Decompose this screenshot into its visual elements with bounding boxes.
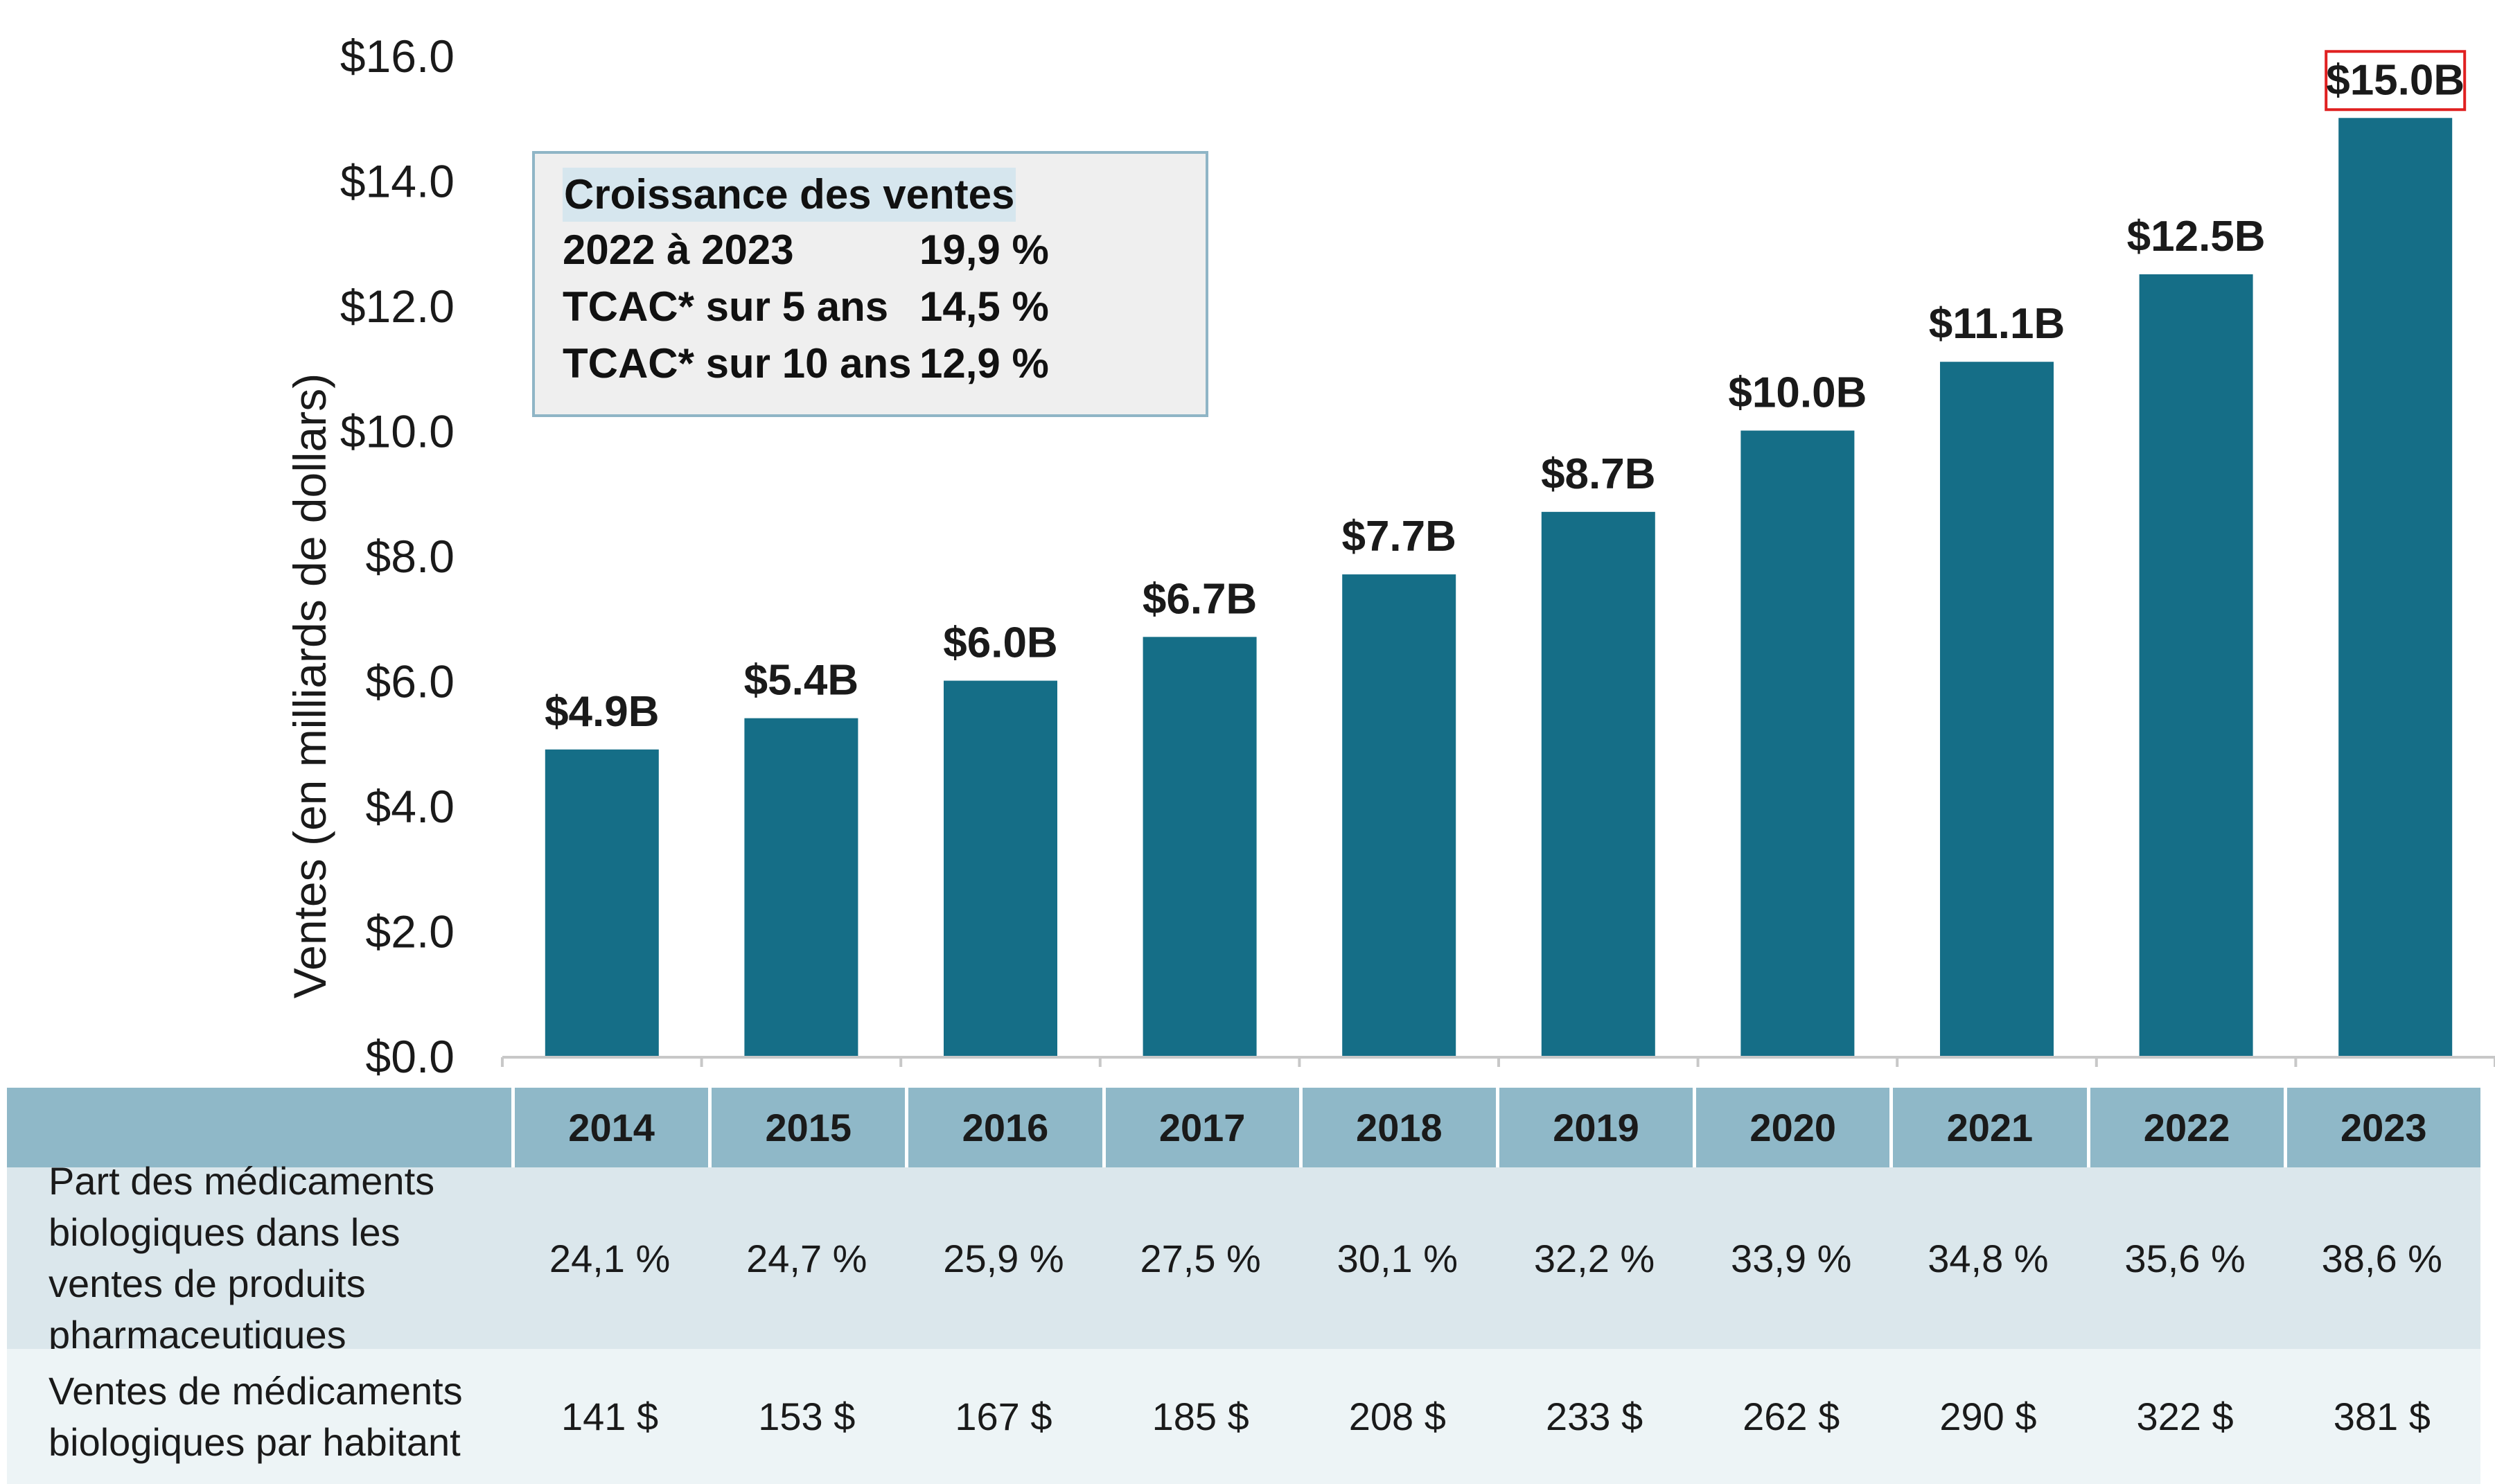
table-header-year: 2021 xyxy=(1889,1088,2087,1167)
y-tick-label: $2.0 xyxy=(366,906,455,957)
y-tick-label: $14.0 xyxy=(340,156,455,207)
bar-2019 xyxy=(1541,511,1655,1056)
data-label-2023: $15.0B xyxy=(2326,56,2465,104)
table-cell: 38,6 % xyxy=(2283,1167,2480,1349)
growth-row-value: 19,9 % xyxy=(919,227,1049,273)
table-cell: 233 $ xyxy=(1495,1349,1693,1484)
table-cell: 141 $ xyxy=(511,1349,709,1484)
data-label-2016: $6.0B xyxy=(943,619,1057,667)
table-cell: 24,1 % xyxy=(511,1167,709,1349)
bar-2022 xyxy=(2139,274,2253,1056)
table-cell: 33,9 % xyxy=(1693,1167,1890,1349)
growth-row: TCAC* sur 5 ans 14,5 % xyxy=(563,279,1206,335)
data-label-2020: $10.0B xyxy=(1728,369,1867,417)
bar-2020 xyxy=(1740,430,1855,1056)
bar-2021 xyxy=(1940,362,2054,1056)
table-cell: 185 $ xyxy=(1102,1349,1299,1484)
bar-2018 xyxy=(1342,574,1456,1056)
y-tick-label: $4.0 xyxy=(366,781,455,832)
data-label-2015: $5.4B xyxy=(744,657,858,705)
growth-row-value: 14,5 % xyxy=(919,283,1049,330)
table-cell: 27,5 % xyxy=(1102,1167,1299,1349)
growth-row: 2022 à 2023 19,9 % xyxy=(563,222,1206,279)
growth-row-value: 12,9 % xyxy=(919,340,1049,387)
data-label-2019: $8.7B xyxy=(1541,450,1655,498)
table-cell: 167 $ xyxy=(905,1349,1102,1484)
bar-2016 xyxy=(944,680,1057,1056)
table-header-year: 2015 xyxy=(708,1088,906,1167)
growth-row-label: TCAC* sur 10 ans xyxy=(563,340,912,387)
growth-title: Croissance des ventes xyxy=(563,168,1016,222)
y-tick-label: $8.0 xyxy=(366,531,455,582)
bars xyxy=(545,118,2453,1056)
table-cell: 24,7 % xyxy=(708,1167,906,1349)
table-header-year: 2019 xyxy=(1495,1088,1693,1167)
y-axis-label: Ventes (en milliards de dollars) xyxy=(284,373,335,998)
highlight-box xyxy=(2325,50,2467,112)
data-table: 2014 2015 2016 2017 2018 2019 2020 2021 … xyxy=(7,1088,2480,1484)
table-header-year: 2014 xyxy=(511,1088,709,1167)
data-label-2021: $11.1B xyxy=(1929,300,2065,348)
table-header-year: 2017 xyxy=(1102,1088,1299,1167)
bar-chart: $0.0 $2.0 $4.0 $6.0 $8.0 $10.0 $12.0 $14.0 $16.0… xyxy=(284,30,2495,1082)
data-labels: $4.9B $5.4B $6.0B $6.7B $7.7B $8.7B $10.0B $11.… xyxy=(545,50,2467,736)
table-cell: 262 $ xyxy=(1693,1349,1890,1484)
growth-box: Croissance des ventes 2022 à 2023 19,9 %… xyxy=(532,151,1208,417)
bar-2015 xyxy=(744,718,858,1056)
table-header-year: 2018 xyxy=(1298,1088,1496,1167)
bar-2014 xyxy=(545,749,659,1056)
y-tick-label: $6.0 xyxy=(366,656,455,707)
y-tick-label: $10.0 xyxy=(340,406,455,457)
table-cell: 32,2 % xyxy=(1495,1167,1693,1349)
y-tick-label: $12.0 xyxy=(340,281,455,332)
table-cell: 25,9 % xyxy=(905,1167,1102,1349)
row-label-per-capita: Ventes de médicaments biologiques par ha… xyxy=(7,1349,511,1484)
table-cell: 34,8 % xyxy=(1889,1167,2087,1349)
y-tick-label: $0.0 xyxy=(366,1031,455,1082)
table-header-empty xyxy=(7,1088,511,1167)
table-row: Part des médicaments biologiques dans le… xyxy=(7,1159,2480,1357)
table-cell: 153 $ xyxy=(708,1349,906,1484)
table-cell: 322 $ xyxy=(2086,1349,2284,1484)
growth-row-label: TCAC* sur 5 ans xyxy=(563,283,889,330)
table-header-year: 2023 xyxy=(2283,1088,2480,1167)
table-header-year: 2022 xyxy=(2086,1088,2284,1167)
data-label-2014: $4.9B xyxy=(545,688,659,736)
table-cell: 290 $ xyxy=(1889,1349,2087,1484)
table-cell: 381 $ xyxy=(2283,1349,2480,1484)
bar-2023 xyxy=(2338,118,2453,1056)
table-header-year: 2020 xyxy=(1693,1088,1890,1167)
table-header-row: 2014 2015 2016 2017 2018 2019 2020 2021 … xyxy=(7,1088,2480,1167)
growth-row-label: 2022 à 2023 xyxy=(563,227,794,273)
y-axis: $0.0 $2.0 $4.0 $6.0 $8.0 $10.0 $12.0 $14.0 $16.0 xyxy=(340,30,2495,1082)
data-label-2017: $6.7B xyxy=(1143,575,1257,623)
bar-2017 xyxy=(1143,637,1257,1056)
table-header-year: 2016 xyxy=(905,1088,1102,1167)
y-tick-label: $16.0 xyxy=(340,30,455,82)
data-label-2018: $7.7B xyxy=(1341,513,1456,560)
table-cell: 208 $ xyxy=(1298,1349,1496,1484)
table-row: Ventes de médicaments biologiques par ha… xyxy=(7,1349,2480,1484)
data-label-2022: $12.5B xyxy=(2127,213,2266,260)
table-cell: 35,6 % xyxy=(2086,1167,2284,1349)
row-label-biologic-share: Part des médicaments biologiques dans le… xyxy=(7,1159,511,1357)
growth-row: TCAC* sur 10 ans 12,9 % xyxy=(563,335,1206,392)
table-cell: 30,1 % xyxy=(1298,1167,1496,1349)
